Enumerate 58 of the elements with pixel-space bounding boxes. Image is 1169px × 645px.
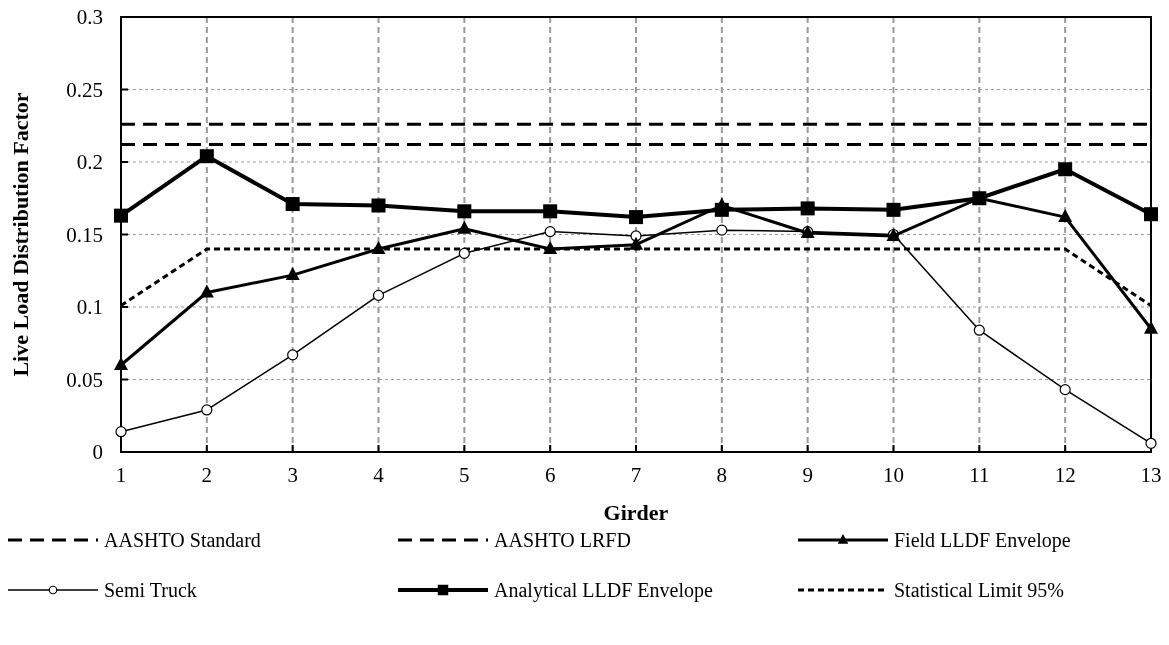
point: [716, 224, 728, 236]
x-tick-label: 11: [969, 463, 990, 487]
point: [287, 349, 299, 361]
point: [114, 357, 128, 370]
x-tick-label: 9: [802, 463, 813, 487]
point: [543, 241, 558, 254]
point: [199, 149, 214, 164]
y-tick-label: 0: [92, 440, 103, 464]
point: [629, 236, 643, 250]
y-axis-title: Live Load Distribution Factor: [8, 92, 33, 377]
x-tick-label: 3: [287, 463, 298, 487]
y-tick-label: 0.2: [76, 150, 103, 174]
x-axis-title: Girder: [603, 500, 669, 525]
y-tick-label: 0.25: [66, 77, 103, 102]
point: [543, 204, 558, 219]
x-tick-label: 5: [459, 463, 470, 487]
point: [1144, 207, 1158, 222]
point: [1058, 162, 1073, 177]
point: [199, 284, 214, 298]
point: [886, 202, 901, 217]
x-tick-label: 1: [115, 463, 127, 487]
point: [1145, 437, 1157, 449]
x-tick-label: 4: [373, 463, 385, 487]
legend-label: Field LLDF Envelope: [894, 529, 1071, 552]
point: [544, 226, 556, 238]
point: [800, 201, 815, 216]
point: [114, 208, 128, 223]
y-tick-label: 0.3: [76, 5, 103, 29]
point: [371, 241, 386, 254]
y-tick-label: 0.05: [66, 367, 103, 392]
y-tick-label: 0.1: [76, 295, 103, 319]
x-tick-label: 7: [630, 463, 642, 487]
point: [285, 197, 300, 212]
y-tick-label: 0.15: [66, 222, 103, 247]
point: [285, 267, 300, 281]
legend-label: Statistical Limit 95%: [894, 579, 1064, 601]
x-tick-label: 12: [1054, 463, 1076, 487]
legend-label: AASHTO Standard: [104, 529, 261, 551]
point: [1144, 320, 1158, 334]
legend-label: AASHTO LRFD: [494, 529, 631, 551]
point: [629, 210, 643, 225]
point: [1059, 384, 1071, 396]
point: [371, 198, 386, 213]
x-tick-label: 6: [544, 463, 556, 487]
legend-label: Analytical LLDF Envelope: [494, 579, 713, 602]
point: [201, 404, 213, 416]
point: [458, 247, 470, 259]
point: [457, 220, 472, 234]
x-tick-label: 2: [201, 463, 213, 487]
legend-label: Semi Truck: [104, 579, 197, 601]
x-tick-label: 13: [1140, 463, 1162, 487]
point: [457, 204, 472, 219]
x-tick-label: 8: [716, 463, 728, 487]
point: [115, 426, 127, 438]
point: [372, 289, 385, 301]
point: [973, 324, 985, 336]
x-tick-label: 10: [883, 463, 904, 487]
point: [1058, 209, 1073, 223]
